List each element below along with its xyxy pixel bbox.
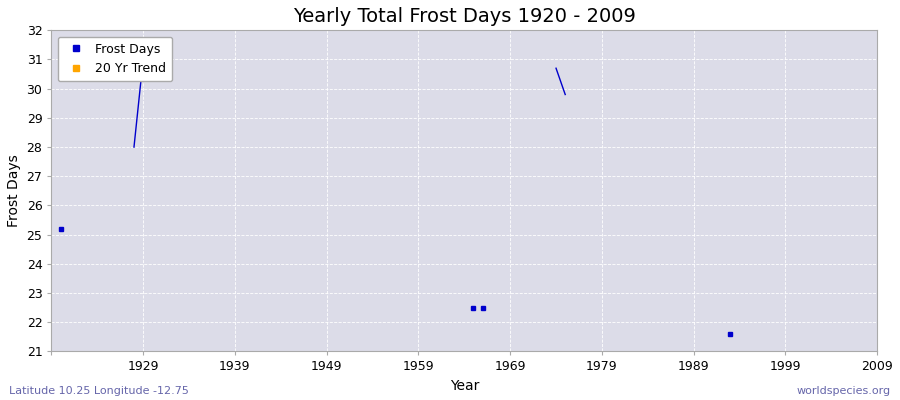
Text: Latitude 10.25 Longitude -12.75: Latitude 10.25 Longitude -12.75 [9,386,189,396]
Legend: Frost Days, 20 Yr Trend: Frost Days, 20 Yr Trend [58,36,173,81]
X-axis label: Year: Year [450,379,479,393]
Title: Yearly Total Frost Days 1920 - 2009: Yearly Total Frost Days 1920 - 2009 [292,7,635,26]
Text: worldspecies.org: worldspecies.org [796,386,891,396]
Y-axis label: Frost Days: Frost Days [7,154,21,227]
